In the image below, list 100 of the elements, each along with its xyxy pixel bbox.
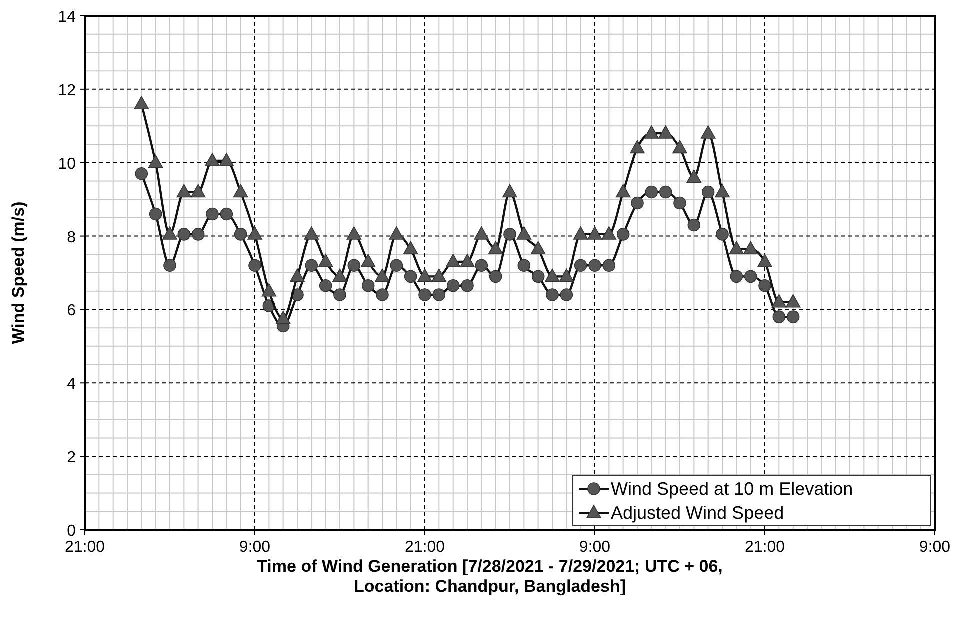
- point: [276, 310, 291, 324]
- x-tick-label: 21:00: [744, 539, 786, 556]
- point: [334, 288, 346, 302]
- point: [672, 140, 688, 154]
- point: [758, 254, 772, 268]
- point: [488, 241, 504, 255]
- point: [135, 167, 148, 180]
- y-tick-label: 4: [67, 376, 76, 394]
- x-axis-title: Time of Wind Generation [7/28/2021 - 7/29/2021; UTC + 06, Location: Chandpur, Bangladesh]: [257, 557, 723, 596]
- point: [786, 310, 800, 324]
- point: [461, 279, 474, 292]
- point: [559, 268, 574, 282]
- point: [602, 259, 616, 272]
- point: [149, 208, 162, 221]
- point: [178, 228, 191, 241]
- y-axis-title: Wind Speed (m/s): [9, 202, 28, 344]
- point: [645, 186, 658, 199]
- point: [772, 294, 787, 308]
- point: [644, 126, 660, 139]
- point: [560, 288, 574, 302]
- point: [546, 288, 559, 302]
- point: [715, 184, 730, 198]
- point: [516, 226, 532, 240]
- point: [233, 184, 248, 198]
- point: [432, 288, 446, 302]
- point: [234, 228, 248, 241]
- point: [545, 268, 560, 282]
- point: [460, 254, 475, 268]
- point: [418, 268, 432, 282]
- x-tick-label: 9:00: [919, 539, 951, 556]
- point: [220, 208, 234, 221]
- x-tick-label: 9:00: [579, 539, 611, 556]
- point: [318, 254, 334, 268]
- point: [530, 241, 546, 255]
- y-tick-label: 0: [67, 523, 76, 540]
- point: [360, 254, 376, 268]
- point: [631, 196, 644, 210]
- point: [418, 288, 432, 302]
- legend-label: Adjusted Wind Speed: [611, 503, 784, 523]
- x-tick-label: 21:00: [64, 539, 106, 556]
- point: [588, 226, 602, 240]
- point: [700, 126, 716, 139]
- point: [164, 259, 176, 272]
- point: [743, 241, 758, 255]
- legend-label: Wind Speed at 10 m Elevation: [611, 479, 854, 499]
- point: [390, 259, 404, 272]
- point: [190, 184, 206, 198]
- x-tick-label: 9:00: [239, 539, 271, 556]
- point: [688, 218, 701, 232]
- point: [162, 226, 178, 240]
- x-tick-label: 21:00: [404, 539, 446, 556]
- point: [772, 310, 786, 324]
- point: [446, 254, 461, 268]
- point: [134, 96, 150, 110]
- point: [616, 184, 631, 198]
- point: [205, 153, 220, 166]
- point: [489, 270, 502, 284]
- point: [219, 153, 234, 166]
- point: [630, 140, 645, 154]
- point: [475, 259, 488, 272]
- point: [730, 270, 744, 284]
- point: [148, 154, 164, 168]
- point: [674, 196, 686, 210]
- point: [588, 259, 602, 272]
- point: [686, 170, 702, 183]
- point: [376, 288, 389, 302]
- point: [290, 268, 305, 282]
- point: [504, 228, 516, 241]
- point: [474, 226, 490, 240]
- y-tick-label: 12: [58, 82, 76, 100]
- point: [206, 208, 219, 221]
- point: [319, 279, 332, 292]
- point: [375, 268, 390, 282]
- point: [248, 259, 262, 272]
- y-tick-label: 6: [67, 302, 76, 320]
- point: [346, 226, 362, 240]
- point: [403, 241, 418, 255]
- point: [404, 270, 418, 284]
- point: [532, 270, 545, 284]
- point: [248, 226, 262, 240]
- point: [659, 186, 672, 199]
- point: [304, 226, 320, 240]
- point: [502, 184, 518, 198]
- point: [729, 241, 744, 255]
- point: [262, 283, 277, 297]
- point: [602, 226, 617, 240]
- point: [702, 186, 715, 199]
- point: [305, 259, 318, 272]
- y-tick-label: 14: [58, 9, 76, 26]
- point: [432, 268, 447, 282]
- y-tick-label: 10: [58, 156, 76, 173]
- point: [362, 279, 375, 292]
- point: [332, 268, 348, 282]
- point: [574, 259, 588, 272]
- point: [176, 184, 192, 198]
- point: [616, 228, 630, 241]
- point: [744, 270, 758, 284]
- point: [389, 226, 404, 240]
- y-tick-label: 2: [67, 450, 76, 467]
- y-tick-label: 8: [67, 229, 76, 246]
